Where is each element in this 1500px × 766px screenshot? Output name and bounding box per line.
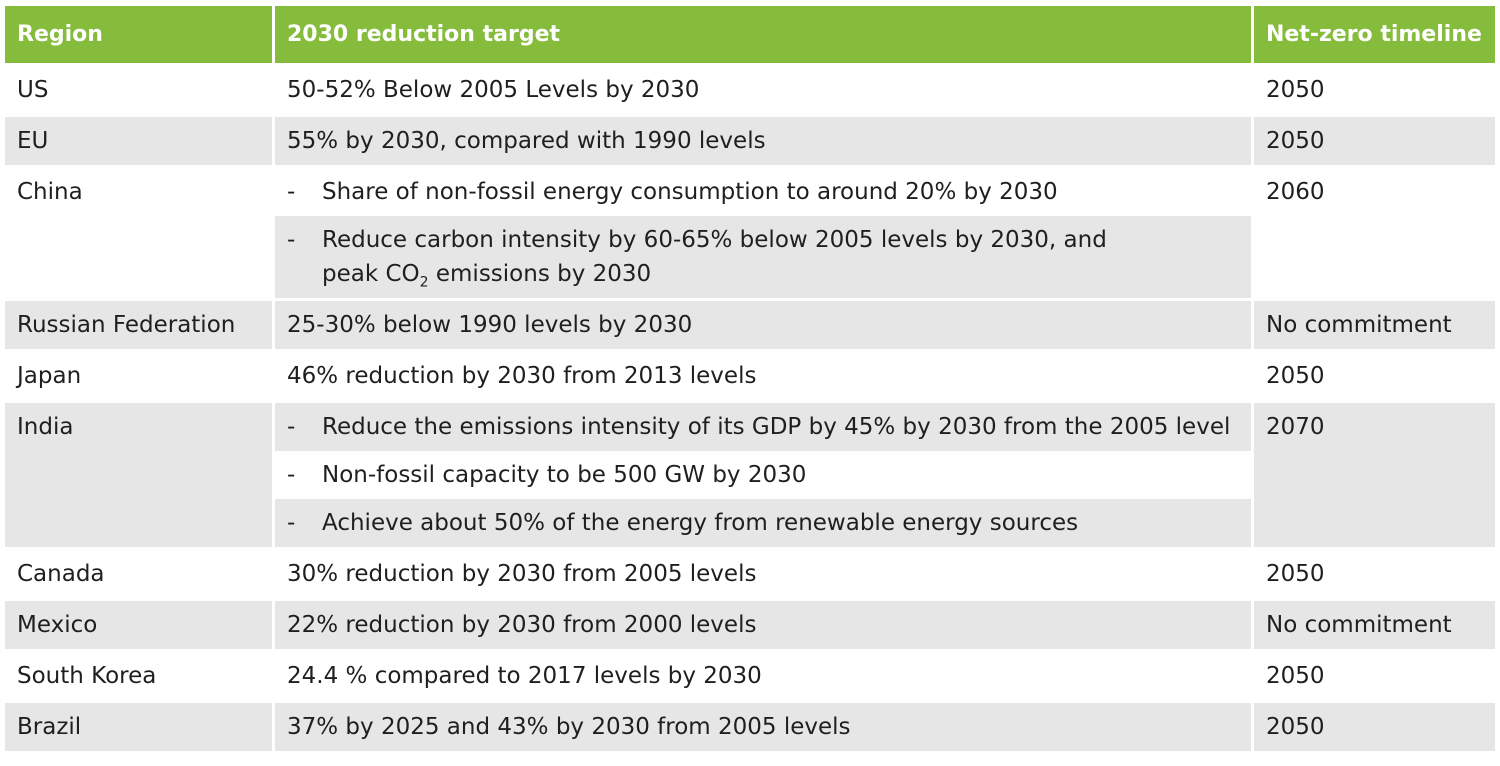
target-cell: 46% reduction by 2030 from 2013 levels — [275, 352, 1251, 400]
netzero-cell: 2050 — [1254, 652, 1495, 700]
target-cell: - Reduce the emissions intensity of its … — [275, 403, 1251, 547]
table-row: Brazil 37% by 2025 and 43% by 2030 from … — [5, 703, 1495, 751]
table-row: China - Share of non-fossil energy consu… — [5, 168, 1495, 298]
target-cell: 22% reduction by 2030 from 2000 levels — [275, 601, 1251, 649]
subscript-2: 2 — [419, 274, 429, 291]
region-cell: South Korea — [5, 652, 272, 700]
bullet-item: - Share of non-fossil energy consumption… — [275, 168, 1251, 216]
region-cell: Canada — [5, 550, 272, 598]
bullet-item: - Reduce carbon intensity by 60-65% belo… — [275, 216, 1251, 298]
bullet-item: - Non-fossil capacity to be 500 GW by 20… — [275, 451, 1251, 499]
header-target: 2030 reduction target — [275, 6, 1251, 63]
target-cell: 30% reduction by 2030 from 2005 levels — [275, 550, 1251, 598]
bullet-text: Reduce carbon intensity by 60-65% below … — [322, 227, 1107, 253]
bullet-text: Reduce the emissions intensity of its GD… — [322, 414, 1231, 440]
region-cell: Russian Federation — [5, 301, 272, 349]
bullet-item: - Achieve about 50% of the energy from r… — [275, 499, 1251, 547]
target-cell: - Share of non-fossil energy consumption… — [275, 168, 1251, 298]
netzero-cell: 2070 — [1254, 403, 1495, 547]
table-row: Russian Federation 25-30% below 1990 lev… — [5, 301, 1495, 349]
header-row: Region 2030 reduction target Net-zero ti… — [5, 6, 1495, 63]
bullet-text-cont: peak CO — [322, 261, 420, 287]
region-cell: India — [5, 403, 272, 547]
table-row: US 50-52% Below 2005 Levels by 2030 2050 — [5, 66, 1495, 114]
region-cell: Brazil — [5, 703, 272, 751]
netzero-cell: 2050 — [1254, 352, 1495, 400]
target-cell: 50-52% Below 2005 Levels by 2030 — [275, 66, 1251, 114]
header-region: Region — [5, 6, 272, 63]
netzero-cell: No commitment — [1254, 301, 1495, 349]
bullet-text-cont2: emissions by 2030 — [428, 261, 652, 287]
bullet-text: Share of non-fossil energy consumption t… — [322, 179, 1058, 205]
bullet-dash: - — [287, 510, 296, 536]
bullet-dash: - — [287, 227, 296, 253]
netzero-cell: 2050 — [1254, 117, 1495, 165]
bullet-dash: - — [287, 462, 296, 488]
table-row: South Korea 24.4 % compared to 2017 leve… — [5, 652, 1495, 700]
table-row: Japan 46% reduction by 2030 from 2013 le… — [5, 352, 1495, 400]
bullet-item: - Reduce the emissions intensity of its … — [275, 403, 1251, 451]
netzero-cell: No commitment — [1254, 601, 1495, 649]
table-row: EU 55% by 2030, compared with 1990 level… — [5, 117, 1495, 165]
emissions-targets-table: Region 2030 reduction target Net-zero ti… — [2, 3, 1498, 754]
table-row: India - Reduce the emissions intensity o… — [5, 403, 1495, 547]
netzero-cell: 2050 — [1254, 550, 1495, 598]
netzero-cell: 2050 — [1254, 703, 1495, 751]
bullet-dash: - — [287, 414, 296, 440]
target-cell: 55% by 2030, compared with 1990 levels — [275, 117, 1251, 165]
region-cell: EU — [5, 117, 272, 165]
target-cell: 25-30% below 1990 levels by 2030 — [275, 301, 1251, 349]
region-cell: China — [5, 168, 272, 298]
target-cell: 24.4 % compared to 2017 levels by 2030 — [275, 652, 1251, 700]
region-cell: Japan — [5, 352, 272, 400]
region-cell: Mexico — [5, 601, 272, 649]
target-cell: 37% by 2025 and 43% by 2030 from 2005 le… — [275, 703, 1251, 751]
region-cell: US — [5, 66, 272, 114]
table-row: Mexico 22% reduction by 2030 from 2000 l… — [5, 601, 1495, 649]
table-row: Canada 30% reduction by 2030 from 2005 l… — [5, 550, 1495, 598]
netzero-cell: 2050 — [1254, 66, 1495, 114]
bullet-text: Non-fossil capacity to be 500 GW by 2030 — [322, 462, 807, 488]
bullet-text: Achieve about 50% of the energy from ren… — [322, 510, 1079, 536]
bullet-dash: - — [287, 179, 296, 205]
netzero-cell: 2060 — [1254, 168, 1495, 298]
header-netzero: Net-zero timeline — [1254, 6, 1495, 63]
